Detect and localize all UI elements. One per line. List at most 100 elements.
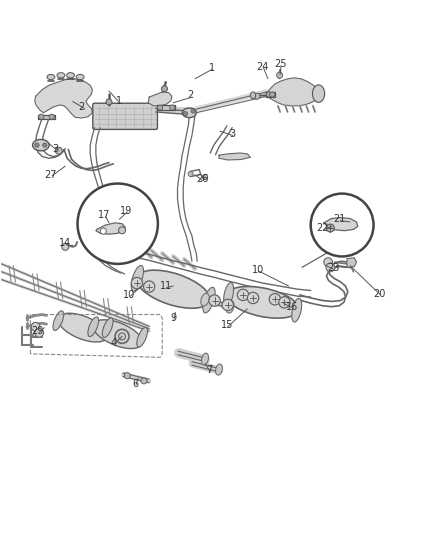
- Circle shape: [49, 114, 54, 119]
- Polygon shape: [148, 92, 172, 106]
- Circle shape: [119, 333, 126, 340]
- Circle shape: [161, 86, 167, 92]
- Text: 16: 16: [286, 302, 298, 312]
- Text: 10: 10: [124, 290, 136, 300]
- Circle shape: [31, 322, 40, 331]
- Ellipse shape: [312, 85, 325, 102]
- Circle shape: [100, 228, 106, 234]
- Ellipse shape: [203, 287, 215, 313]
- Polygon shape: [347, 258, 357, 268]
- Circle shape: [191, 109, 195, 113]
- Text: 27: 27: [45, 170, 57, 180]
- Circle shape: [170, 105, 175, 110]
- Text: 17: 17: [99, 210, 111, 220]
- Ellipse shape: [88, 317, 99, 336]
- Ellipse shape: [215, 364, 223, 375]
- Circle shape: [188, 171, 193, 176]
- Polygon shape: [157, 105, 175, 110]
- FancyBboxPatch shape: [93, 103, 157, 130]
- Ellipse shape: [251, 92, 256, 99]
- Circle shape: [42, 143, 47, 147]
- Circle shape: [124, 373, 131, 379]
- Ellipse shape: [102, 318, 113, 337]
- Ellipse shape: [226, 300, 234, 313]
- Text: 3: 3: [52, 143, 58, 154]
- Polygon shape: [219, 153, 251, 160]
- Circle shape: [326, 224, 334, 232]
- Polygon shape: [96, 223, 125, 234]
- Ellipse shape: [137, 327, 148, 347]
- Circle shape: [141, 378, 147, 384]
- Text: 29: 29: [32, 326, 44, 336]
- Circle shape: [157, 105, 162, 110]
- Circle shape: [269, 294, 281, 305]
- Text: 3: 3: [229, 129, 235, 139]
- Circle shape: [35, 143, 39, 147]
- Ellipse shape: [137, 270, 210, 308]
- Text: 2: 2: [187, 91, 194, 100]
- Circle shape: [324, 258, 332, 266]
- Polygon shape: [38, 115, 55, 119]
- Circle shape: [237, 289, 249, 301]
- Circle shape: [202, 174, 208, 180]
- Circle shape: [183, 111, 187, 116]
- Text: 14: 14: [59, 238, 71, 248]
- Polygon shape: [324, 217, 358, 231]
- Circle shape: [131, 277, 143, 289]
- Ellipse shape: [53, 311, 64, 330]
- Text: 22: 22: [317, 223, 329, 233]
- Ellipse shape: [76, 75, 84, 79]
- Text: 2: 2: [78, 102, 85, 112]
- Polygon shape: [35, 79, 92, 118]
- Circle shape: [119, 227, 126, 234]
- Circle shape: [78, 183, 158, 264]
- Ellipse shape: [227, 286, 299, 318]
- Circle shape: [270, 92, 275, 97]
- Circle shape: [144, 281, 155, 292]
- Circle shape: [266, 92, 272, 97]
- Ellipse shape: [224, 282, 233, 306]
- Ellipse shape: [292, 298, 302, 322]
- Text: 24: 24: [257, 61, 269, 71]
- Circle shape: [254, 93, 260, 99]
- Text: 23: 23: [327, 263, 339, 273]
- Text: 11: 11: [159, 281, 172, 291]
- Circle shape: [279, 297, 290, 308]
- Ellipse shape: [201, 353, 208, 365]
- Circle shape: [55, 147, 62, 154]
- Text: 6: 6: [132, 378, 138, 389]
- Ellipse shape: [47, 75, 55, 79]
- Circle shape: [35, 328, 43, 337]
- Text: 19: 19: [120, 206, 133, 216]
- Text: 10: 10: [252, 265, 265, 275]
- Ellipse shape: [67, 72, 74, 78]
- Ellipse shape: [58, 313, 107, 342]
- Ellipse shape: [57, 72, 65, 78]
- Text: 1: 1: [116, 95, 122, 106]
- Text: 1: 1: [209, 63, 215, 73]
- Text: 21: 21: [333, 214, 345, 224]
- Text: 20: 20: [374, 288, 386, 298]
- Circle shape: [247, 292, 259, 304]
- Ellipse shape: [32, 140, 49, 151]
- Polygon shape: [266, 78, 319, 106]
- Text: 7: 7: [206, 366, 212, 375]
- Polygon shape: [266, 92, 275, 97]
- Circle shape: [209, 295, 220, 306]
- Text: 26: 26: [196, 174, 208, 184]
- Text: 4: 4: [110, 338, 117, 348]
- Circle shape: [222, 299, 233, 311]
- Circle shape: [277, 72, 283, 78]
- Circle shape: [311, 193, 374, 256]
- Text: 15: 15: [221, 320, 233, 330]
- Ellipse shape: [182, 108, 196, 118]
- Circle shape: [39, 114, 44, 119]
- Circle shape: [106, 99, 112, 105]
- Ellipse shape: [201, 293, 209, 306]
- Ellipse shape: [93, 320, 142, 349]
- Text: 9: 9: [170, 313, 176, 323]
- Text: 25: 25: [274, 59, 286, 69]
- Ellipse shape: [131, 265, 144, 291]
- Circle shape: [62, 244, 69, 251]
- Circle shape: [326, 263, 335, 272]
